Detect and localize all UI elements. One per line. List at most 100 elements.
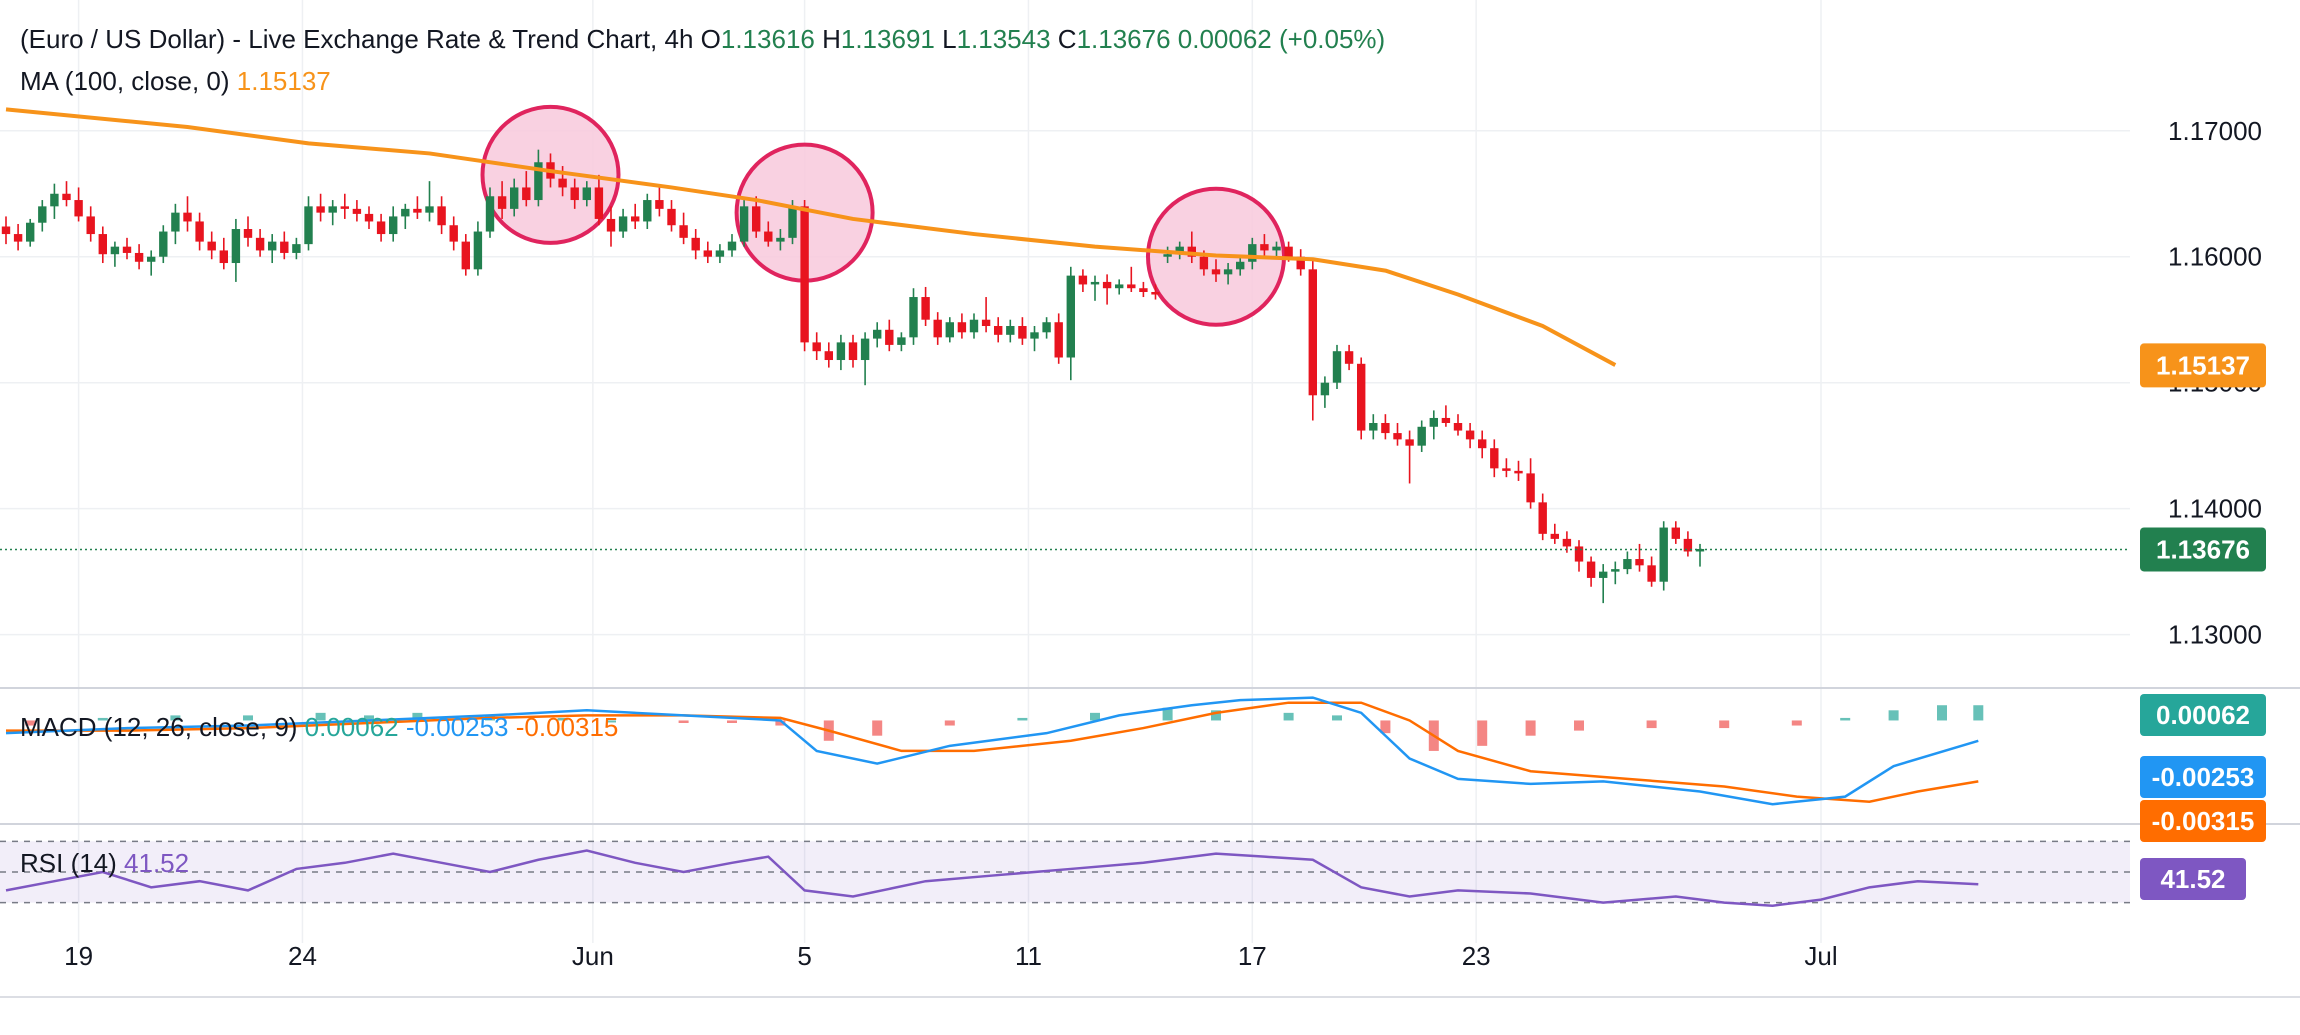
candle <box>207 231 216 260</box>
candle <box>1175 241 1184 260</box>
candle-body <box>764 231 773 242</box>
candle-body <box>1260 244 1269 251</box>
grid-lines <box>0 0 2130 943</box>
candle <box>909 288 918 345</box>
macd-histogram-bar <box>1719 720 1730 729</box>
candle <box>1006 319 1015 343</box>
candle <box>945 317 954 343</box>
ma-legend-value: 1.15137 <box>237 66 331 96</box>
candle <box>1236 256 1245 276</box>
last-price-tag: 1.13676 <box>2140 527 2266 572</box>
candle <box>1115 279 1124 295</box>
candle-body <box>1332 351 1342 383</box>
candle-body <box>1429 417 1438 427</box>
candle <box>1659 521 1668 591</box>
candle-body <box>631 216 640 222</box>
macd-histogram-bar <box>1017 717 1028 721</box>
macd-line <box>5 696 1979 806</box>
candle-body <box>1 226 11 235</box>
candle-body <box>558 178 567 188</box>
header-part: 0.00062 (+0.05%) <box>1178 24 1385 54</box>
candle <box>510 178 519 217</box>
candle <box>1502 458 1511 478</box>
candle-body <box>1574 546 1584 562</box>
rsi-pane: RSI (14) 41.52 <box>0 840 2130 907</box>
candle <box>304 196 313 251</box>
candle <box>1671 521 1680 544</box>
candle <box>1320 376 1330 408</box>
candle-body <box>860 338 870 361</box>
candle <box>147 250 156 276</box>
candle <box>1695 543 1705 567</box>
candle-body <box>98 234 107 255</box>
candle <box>1453 414 1463 436</box>
candle-body <box>1381 423 1390 434</box>
candle <box>268 234 277 264</box>
candle <box>1683 531 1693 557</box>
macd-tag-text: 0.00062 <box>2156 700 2250 730</box>
macd-histogram-bar <box>1646 720 1657 729</box>
candle-body <box>1187 246 1196 257</box>
candle <box>1308 259 1317 421</box>
x-tick-label: 17 <box>1238 941 1267 971</box>
candle-body <box>292 244 301 253</box>
candle <box>437 196 446 235</box>
candle <box>1381 414 1390 440</box>
candle-body <box>1018 326 1027 339</box>
candle <box>969 313 979 339</box>
candle-body <box>606 218 616 232</box>
candle <box>364 206 374 230</box>
candle-body <box>582 187 591 201</box>
rsi-legend: RSI (14) 41.52 <box>20 848 189 878</box>
candle-body <box>243 229 253 238</box>
y-tick-label: 1.17000 <box>2168 116 2262 146</box>
header-part: L <box>942 24 956 54</box>
candle <box>1223 263 1233 285</box>
candle <box>824 342 833 368</box>
x-tick-label: 23 <box>1462 941 1491 971</box>
last-price-tag-text: 1.13676 <box>2156 534 2250 564</box>
candle <box>873 322 882 348</box>
candle-body <box>1127 284 1136 289</box>
candle <box>1066 266 1075 381</box>
candle <box>1163 246 1172 264</box>
candle <box>1429 410 1438 440</box>
candle-body <box>413 208 422 213</box>
candle-body <box>812 342 821 352</box>
macd-legend-part: 0.00062 <box>305 712 406 742</box>
candle-body <box>933 319 942 338</box>
candle-body <box>50 193 59 207</box>
macd-tag-bg <box>2140 800 2266 842</box>
candle-body <box>739 206 749 242</box>
candle-body <box>522 187 531 201</box>
candle-body <box>945 322 954 338</box>
candle <box>1635 543 1644 572</box>
candle <box>1441 405 1451 427</box>
candle-body <box>1151 292 1160 295</box>
candle-body <box>594 187 604 219</box>
candle <box>328 200 337 226</box>
macd-legend-part: -0.00253 <box>406 712 516 742</box>
candle-body <box>1526 473 1535 503</box>
candle-body <box>1163 254 1172 257</box>
candle-body <box>1586 561 1596 578</box>
candle-body <box>691 237 700 251</box>
candle-body <box>1175 246 1184 255</box>
macd-histogram-bar <box>1090 712 1100 721</box>
candle-body <box>231 229 241 264</box>
candle <box>62 181 71 207</box>
candle <box>340 193 349 219</box>
candle-body <box>1284 246 1293 257</box>
candle-body <box>885 329 894 345</box>
macd-histogram-bar <box>1574 720 1584 731</box>
candle <box>994 317 1003 343</box>
candle-body <box>1635 559 1644 566</box>
candle <box>776 229 785 251</box>
candle <box>933 312 942 345</box>
candle <box>1574 540 1584 572</box>
macd-histogram-bar <box>557 717 568 721</box>
candle <box>1139 281 1148 298</box>
candle-body <box>74 200 83 217</box>
candle <box>957 313 967 339</box>
candle-body <box>401 208 410 217</box>
